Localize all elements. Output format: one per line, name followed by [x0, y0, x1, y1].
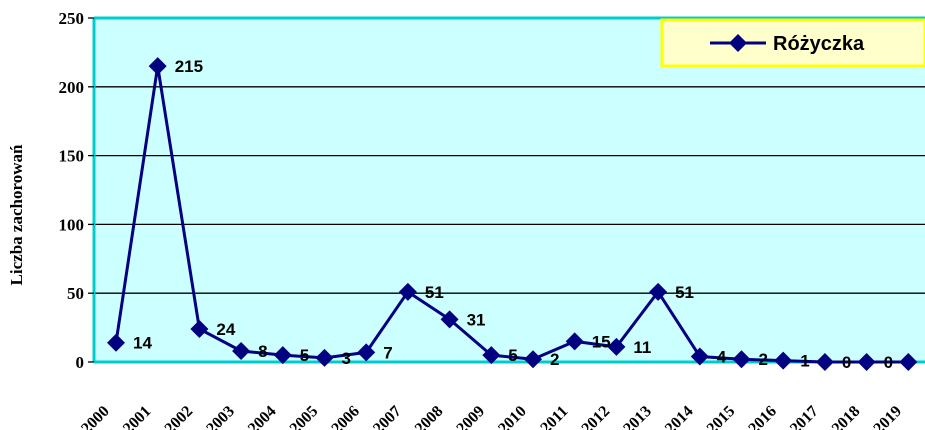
data-label-2015: 2 [759, 350, 768, 369]
x-tick-label-2015: 2015 [704, 403, 739, 430]
y-tick-label-250: 250 [59, 9, 85, 28]
x-tick-label-2016: 2016 [745, 403, 780, 430]
y-tick-label-0: 0 [76, 353, 85, 372]
x-tick-label-2011: 2011 [537, 403, 571, 430]
data-point-2017 [815, 353, 834, 371]
legend-diamond-marker [729, 34, 747, 52]
x-tick-label-2013: 2013 [620, 403, 655, 430]
data-label-2016: 1 [800, 352, 809, 371]
data-point-2012 [607, 337, 626, 356]
x-tick-label-2004: 2004 [245, 403, 280, 430]
data-labels: 14215248537513152151151421000 [133, 57, 893, 372]
data-label-2012: 11 [633, 338, 651, 357]
x-tick-label-2003: 2003 [203, 403, 238, 430]
y-tick-label-200: 200 [59, 78, 85, 97]
data-point-2014 [690, 347, 709, 366]
data-label-2014: 4 [717, 347, 727, 366]
data-label-2008: 31 [467, 310, 486, 329]
data-label-2007: 51 [425, 283, 444, 302]
data-label-2013: 51 [675, 283, 694, 302]
data-point-2009 [482, 346, 501, 365]
y-tick-label-100: 100 [59, 215, 85, 234]
legend-box [660, 18, 925, 68]
data-point-2013 [649, 282, 668, 301]
x-tick-label-2012: 2012 [579, 403, 614, 430]
data-label-2010: 2 [550, 350, 559, 369]
data-point-2007 [398, 282, 417, 301]
data-point-2002 [190, 319, 209, 338]
plot-area [94, 18, 925, 362]
x-tick-label-2019: 2019 [870, 403, 905, 430]
data-label-2004: 5 [300, 346, 309, 365]
data-point-2001 [148, 57, 167, 76]
data-label-2000: 14 [133, 334, 152, 353]
y-tick-label-50: 50 [67, 284, 84, 303]
data-point-2006 [357, 343, 376, 362]
x-tick-label-2001: 2001 [120, 403, 155, 430]
data-label-2002: 24 [216, 320, 235, 339]
x-axis-ticks: 2000 2001 2002 2003 2004 2005 2006 2007 2008 2009… [78, 403, 905, 430]
data-label-2003: 8 [258, 342, 267, 361]
data-label-2017: 0 [842, 353, 851, 372]
y-axis-label: Liczba zachorowań [7, 144, 26, 285]
data-point-2010 [524, 350, 542, 369]
y-tick-label-150: 150 [59, 147, 85, 166]
data-point-2004 [273, 346, 292, 365]
data-label-2011: 15 [592, 332, 611, 351]
x-tick-label-2014: 2014 [662, 403, 697, 430]
x-tick-label-2000: 2000 [78, 403, 113, 430]
data-point-2005 [315, 348, 334, 367]
data-point-2003 [232, 341, 251, 360]
x-tick-label-2008: 2008 [412, 403, 447, 430]
data-point-2016 [774, 351, 793, 370]
data-point-2018 [857, 353, 876, 371]
data-point-2019 [899, 353, 918, 371]
data-label-2006: 7 [383, 343, 392, 362]
x-tick-label-2002: 2002 [162, 403, 197, 430]
x-tick-label-2009: 2009 [453, 403, 488, 430]
x-tick-label-2006: 2006 [328, 403, 363, 430]
y-axis-ticks: 0 50 100 150 200 250 [59, 9, 94, 372]
data-point-2000 [107, 333, 125, 352]
x-tick-label-2010: 2010 [495, 403, 530, 430]
x-tick-label-2005: 2005 [287, 403, 322, 430]
x-tick-label-2018: 2018 [829, 403, 864, 430]
data-point-2008 [440, 310, 459, 329]
legend-series-name: Różyczka [773, 33, 865, 55]
series-markers [107, 57, 918, 371]
legend: Różyczka [660, 18, 925, 68]
x-tick-label-2007: 2007 [370, 403, 405, 430]
data-label-2018: 0 [884, 353, 893, 372]
data-point-2015 [732, 350, 751, 369]
x-tick-label-2017: 2017 [787, 403, 822, 430]
data-label-2005: 3 [342, 349, 351, 368]
data-label-2001: 215 [175, 57, 203, 76]
data-point-2011 [565, 332, 584, 351]
data-label-2009: 5 [508, 346, 517, 365]
